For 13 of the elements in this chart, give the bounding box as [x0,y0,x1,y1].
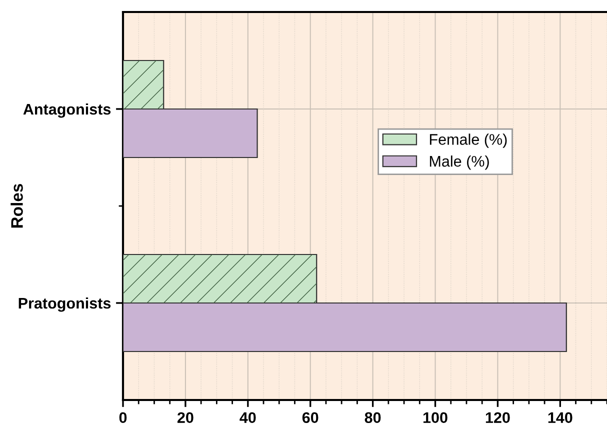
x-tick-label: 20 [177,412,194,424]
y-axis-title: Roles [10,184,23,228]
legend-label: Female (%) [430,134,507,148]
x-tick-label: 40 [240,412,256,424]
x-tick-label: 80 [364,412,381,424]
x-tick-label: 100 [423,412,448,424]
y-tick-label: Antagonists [23,103,111,118]
x-tick-label: 60 [302,412,318,424]
x-tick-label: 140 [548,412,572,424]
y-tick-label: Pratogonists [18,297,111,312]
x-tick-label: 0 [119,412,127,424]
legend-label: Male (%) [430,156,489,170]
x-tick-label: 120 [486,412,510,424]
